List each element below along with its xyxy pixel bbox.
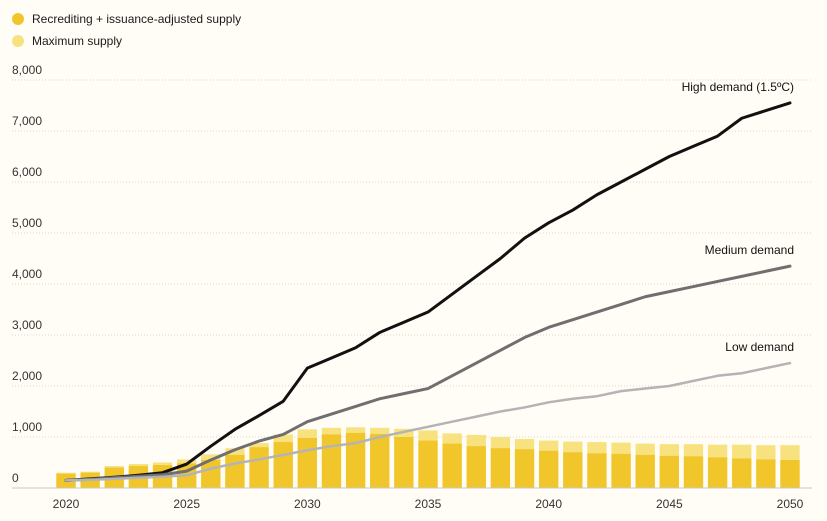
y-tick-label: 7,000 — [12, 114, 42, 128]
bar-recrediting-supply — [321, 434, 342, 488]
bar-recrediting-supply — [345, 432, 366, 488]
bar-recrediting-supply — [539, 450, 559, 488]
bar-recrediting-supply — [732, 458, 752, 488]
bar-recrediting-supply — [707, 457, 728, 488]
x-tick-label: 2045 — [656, 497, 683, 511]
legend: Recrediting + issuance-adjusted supply M… — [12, 8, 241, 52]
bar-recrediting-supply — [273, 442, 293, 488]
bar-recrediting-supply — [418, 440, 438, 488]
line-medium-demand — [64, 264, 792, 482]
bar-recrediting-supply — [611, 453, 631, 488]
x-tick-label: 2035 — [415, 497, 442, 511]
legend-label-recrediting: Recrediting + issuance-adjusted supply — [32, 12, 242, 26]
gridlines — [12, 79, 812, 438]
legend-swatch-recrediting — [12, 13, 24, 25]
x-tick-label: 2040 — [535, 497, 562, 511]
bar-recrediting-supply — [683, 456, 704, 488]
legend-label-maximum: Maximum supply — [32, 34, 123, 48]
label-medium-demand: Medium demand — [705, 243, 794, 257]
label-low-demand: Low demand — [725, 340, 794, 354]
bar-recrediting-supply — [297, 438, 317, 488]
legend-item-maximum: Maximum supply — [12, 30, 241, 52]
bar-recrediting-supply — [514, 449, 535, 488]
y-tick-label: 2,000 — [12, 369, 42, 383]
legend-item-recrediting: Recrediting + issuance-adjusted supply — [12, 8, 241, 30]
y-tick-label: 5,000 — [12, 216, 42, 230]
x-tick-label: 2050 — [777, 497, 804, 511]
bar-recrediting-supply — [249, 447, 269, 488]
bar-recrediting-supply — [225, 454, 245, 488]
demand-lines — [64, 101, 792, 482]
bar-recrediting-supply — [587, 453, 607, 488]
x-tick-label: 2030 — [294, 497, 321, 511]
bar-recrediting-supply — [466, 446, 486, 488]
line-high-demand-1-5-c — [64, 101, 792, 482]
line-low-demand — [64, 361, 792, 482]
y-tick-label: 4,000 — [12, 267, 42, 281]
y-tick-label: 6,000 — [12, 165, 42, 179]
axes: 0 1,000 2,000 3,000 4,000 5,000 6,000 7,000 8,00… — [12, 63, 812, 511]
bar-recrediting-supply — [394, 437, 414, 488]
y-tick-label: 8,000 — [12, 63, 42, 77]
bar-recrediting-supply — [756, 459, 776, 488]
bar-recrediting-supply — [370, 433, 390, 488]
label-high-demand: High demand (1.5ºC) — [682, 80, 794, 94]
x-tick-label: 2025 — [173, 497, 200, 511]
bar-recrediting-supply — [635, 454, 655, 488]
y-tick-label: 1,000 — [12, 420, 42, 434]
series-labels: High demand (1.5ºC) Medium demand Low dema… — [682, 80, 794, 354]
y-tick-label: 0 — [12, 471, 19, 485]
legend-swatch-maximum — [12, 35, 24, 47]
bar-recrediting-supply — [780, 459, 800, 488]
y-tick-label: 3,000 — [12, 318, 42, 332]
bars — [56, 427, 800, 488]
x-tick-label: 2020 — [53, 497, 80, 511]
bar-recrediting-supply — [659, 455, 679, 488]
bar-recrediting-supply — [442, 443, 462, 488]
bar-recrediting-supply — [563, 452, 583, 488]
bar-recrediting-supply — [490, 448, 511, 488]
